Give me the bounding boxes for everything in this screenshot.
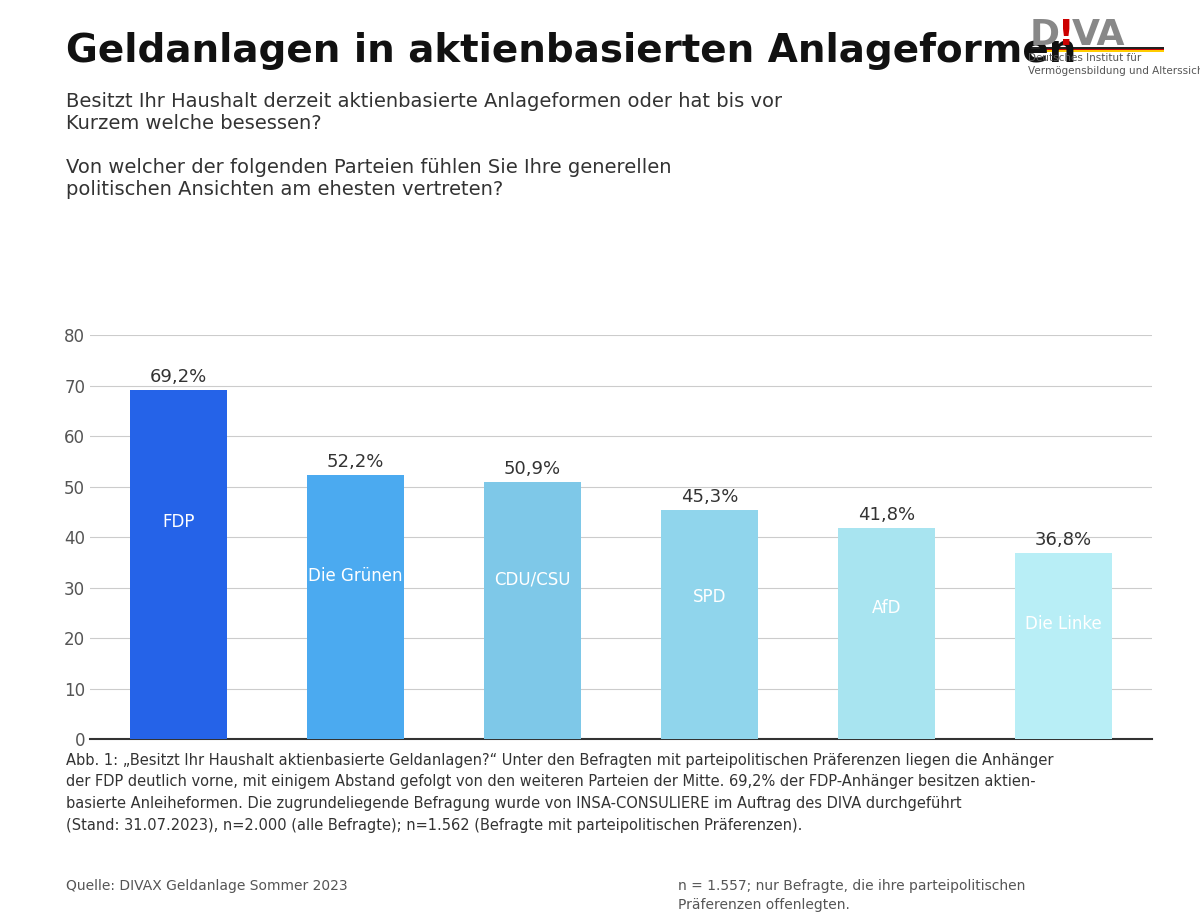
Text: 36,8%: 36,8% bbox=[1034, 532, 1092, 549]
Bar bbox=[130, 389, 227, 739]
Text: Abb. 1: „Besitzt Ihr Haushalt aktienbasierte Geldanlagen?“ Unter den Befragten m: Abb. 1: „Besitzt Ihr Haushalt aktienbasi… bbox=[66, 753, 1054, 833]
Text: AfD: AfD bbox=[871, 599, 901, 617]
Text: Besitzt Ihr Haushalt derzeit aktienbasierte Anlageformen oder hat bis vor
Kurzem: Besitzt Ihr Haushalt derzeit aktienbasie… bbox=[66, 92, 782, 133]
Text: D: D bbox=[1030, 18, 1060, 52]
Text: 45,3%: 45,3% bbox=[680, 488, 738, 506]
Bar bbox=[1026, 47, 1164, 49]
Bar bbox=[661, 510, 758, 739]
Text: CDU/CSU: CDU/CSU bbox=[494, 571, 571, 588]
Text: n = 1.557; nur Befragte, die ihre parteipolitischen
Präferenzen offenlegten.: n = 1.557; nur Befragte, die ihre partei… bbox=[678, 879, 1025, 912]
Bar bbox=[307, 476, 404, 739]
Text: Deutsches Institut für
Vermögensbildung und Alterssicherung: Deutsches Institut für Vermögensbildung … bbox=[1028, 53, 1200, 76]
Text: 69,2%: 69,2% bbox=[150, 367, 208, 386]
Bar bbox=[484, 482, 581, 739]
Text: !: ! bbox=[1058, 18, 1075, 52]
Bar bbox=[1026, 49, 1164, 50]
Bar bbox=[838, 528, 935, 739]
Bar bbox=[1015, 554, 1112, 739]
Text: VA: VA bbox=[1072, 18, 1126, 52]
Text: 52,2%: 52,2% bbox=[326, 453, 384, 471]
Text: Von welcher der folgenden Parteien fühlen Sie Ihre generellen
politischen Ansich: Von welcher der folgenden Parteien fühle… bbox=[66, 158, 672, 199]
Text: 41,8%: 41,8% bbox=[858, 506, 916, 524]
Text: Die Linke: Die Linke bbox=[1025, 615, 1102, 633]
Text: SPD: SPD bbox=[692, 588, 726, 606]
Text: 50,9%: 50,9% bbox=[504, 460, 562, 478]
Text: Geldanlagen in aktienbasierten Anlageformen: Geldanlagen in aktienbasierten Anlagefor… bbox=[66, 32, 1076, 70]
Text: Die Grünen: Die Grünen bbox=[308, 566, 403, 585]
Text: FDP: FDP bbox=[162, 513, 194, 532]
Bar bbox=[1026, 50, 1164, 52]
Text: Quelle: DIVAX Geldanlage Sommer 2023: Quelle: DIVAX Geldanlage Sommer 2023 bbox=[66, 879, 348, 893]
